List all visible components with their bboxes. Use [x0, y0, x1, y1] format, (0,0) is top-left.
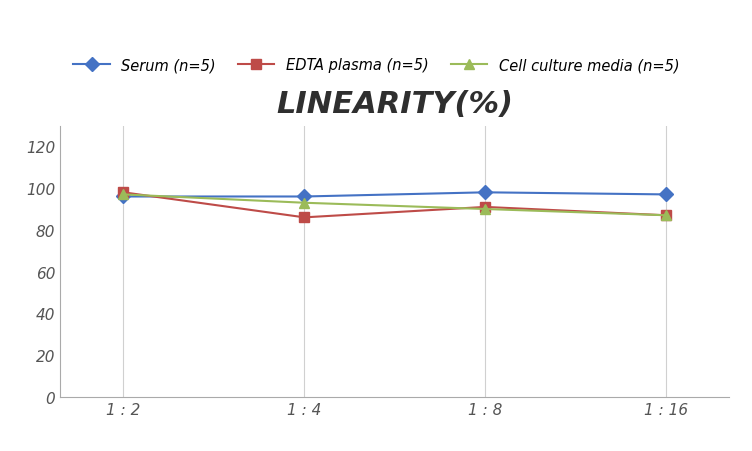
Cell culture media (n=5) [300, 201, 309, 206]
EDTA plasma (n=5) [300, 215, 309, 221]
Cell culture media (n=5) [481, 207, 490, 212]
EDTA plasma (n=5) [119, 190, 128, 196]
EDTA plasma (n=5) [662, 213, 671, 218]
Line: Cell culture media (n=5): Cell culture media (n=5) [119, 190, 671, 221]
Line: EDTA plasma (n=5): EDTA plasma (n=5) [119, 188, 671, 223]
Cell culture media (n=5) [119, 192, 128, 198]
Cell culture media (n=5) [662, 213, 671, 218]
Serum (n=5) [481, 190, 490, 196]
Title: LINEARITY(%): LINEARITY(%) [276, 89, 514, 119]
Serum (n=5) [119, 194, 128, 200]
Line: Serum (n=5): Serum (n=5) [119, 188, 671, 202]
EDTA plasma (n=5) [481, 205, 490, 210]
Serum (n=5) [662, 192, 671, 198]
Serum (n=5) [300, 194, 309, 200]
Legend: Serum (n=5), EDTA plasma (n=5), Cell culture media (n=5): Serum (n=5), EDTA plasma (n=5), Cell cul… [68, 52, 685, 79]
